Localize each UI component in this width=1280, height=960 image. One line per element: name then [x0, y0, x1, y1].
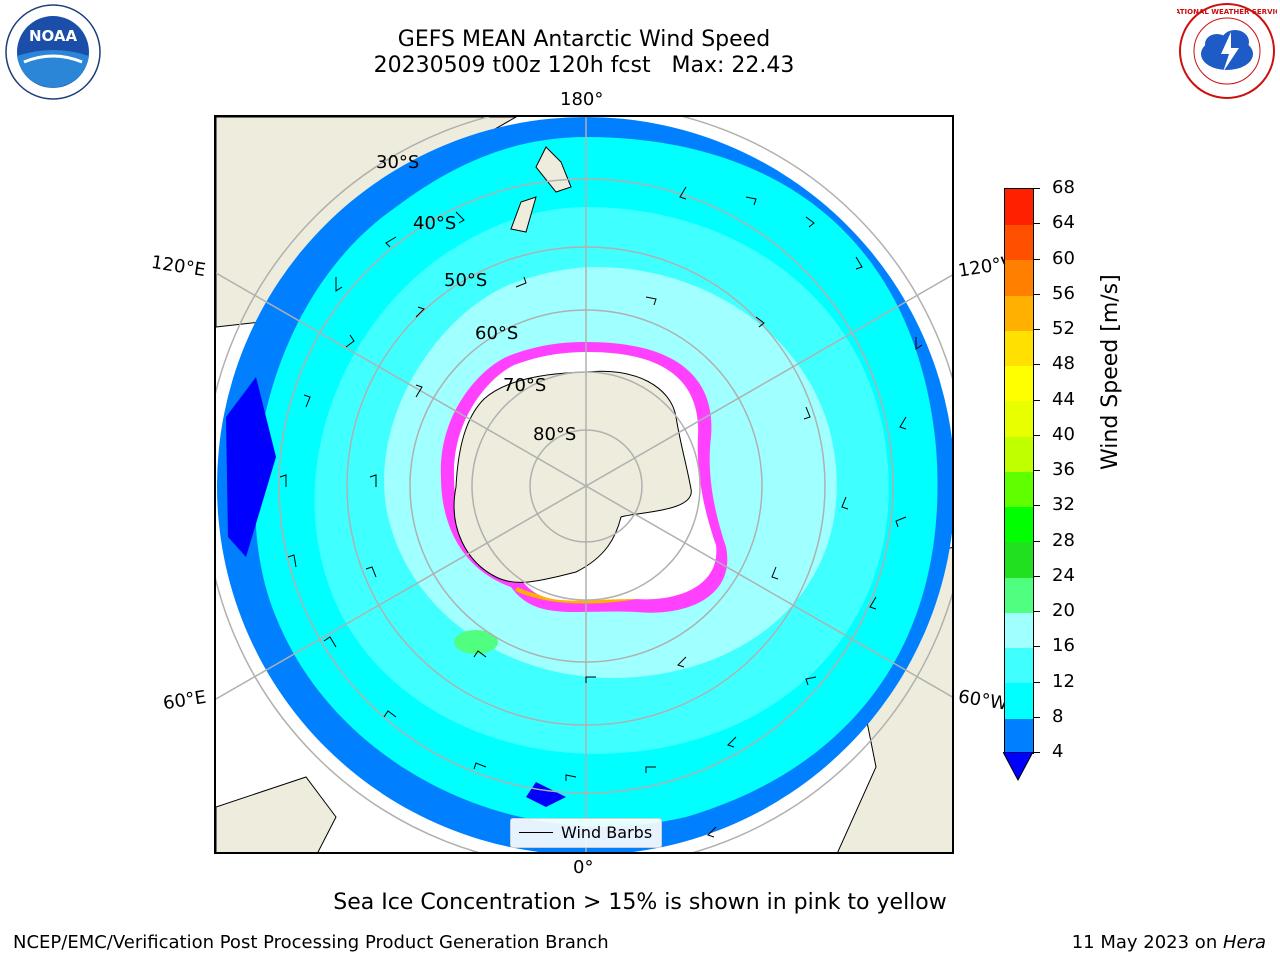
lon-label-bottom: 0°	[573, 857, 594, 878]
map-legend: Wind Barbs	[510, 818, 662, 848]
colorbar-tick-mark	[1034, 364, 1040, 366]
colorbar-tick-label: 44	[1052, 388, 1075, 410]
chart-title: GEFS MEAN Antarctic Wind Speed	[397, 27, 771, 52]
colorbar-under-arrow	[1003, 752, 1033, 782]
colorbar-tick-label: 64	[1052, 212, 1075, 234]
colorbar-tick-mark	[1034, 258, 1040, 260]
colorbar-segment	[1005, 576, 1033, 613]
footer-date-text: 11 May 2023 on	[1071, 932, 1223, 953]
colorbar-segment	[1005, 435, 1033, 472]
colorbar-segment	[1005, 365, 1033, 402]
lat-label-80s: 80°S	[533, 424, 577, 445]
lon-label-top: 180°	[560, 89, 604, 110]
colorbar-title: Wind Speed [m/s]	[1098, 274, 1123, 470]
colorbar-tick-label: 40	[1052, 423, 1075, 445]
legend-line-swatch	[519, 832, 553, 833]
colorbar-segment	[1005, 506, 1033, 543]
colorbar-segment	[1005, 259, 1033, 296]
colorbar-segment	[1005, 682, 1033, 719]
colorbar	[1004, 188, 1034, 754]
nws-logo-text: NATIONAL WEATHER SERVICE	[1177, 8, 1277, 16]
colorbar-tick-label: 12	[1052, 670, 1075, 692]
footer-date: 11 May 2023 on Hera	[1072, 932, 1266, 953]
colorbar-tick-label: 20	[1052, 600, 1075, 621]
colorbar-segment	[1005, 541, 1033, 578]
colorbar-tick-label: 8	[1052, 705, 1064, 727]
caption: Sea Ice Concentration > 15% is shown in …	[333, 890, 947, 915]
lat-label-40s: 40°S	[413, 213, 457, 234]
colorbar-tick-mark	[1034, 329, 1040, 330]
colorbar-tick-mark	[1034, 188, 1040, 189]
colorbar-tick-mark	[1034, 399, 1040, 401]
colorbar-segment	[1005, 189, 1033, 225]
colorbar-segment	[1005, 400, 1033, 437]
colorbar-tick-label: 28	[1052, 529, 1075, 551]
lat-label-60s: 60°S	[475, 323, 519, 344]
nws-logo: NATIONAL WEATHER SERVICE	[1177, 3, 1277, 99]
noaa-logo: NOAA	[5, 4, 101, 100]
africa-land	[216, 776, 337, 852]
colorbar-tick-label: 56	[1052, 282, 1075, 304]
colorbar-tick-mark	[1034, 223, 1040, 225]
colorbar-tick-mark	[1034, 470, 1040, 471]
colorbar-tick-label: 32	[1052, 494, 1075, 516]
lon-label-right-lower: 60°W	[956, 686, 1010, 715]
colorbar-tick-label: 4	[1052, 741, 1064, 762]
colorbar-segment	[1005, 330, 1033, 366]
colorbar-segment	[1005, 612, 1033, 648]
lat-label-70s: 70°S	[503, 375, 547, 396]
colorbar-tick-label: 68	[1052, 177, 1075, 198]
colorbar-tick-label: 24	[1052, 564, 1075, 586]
colorbar-segment	[1005, 647, 1033, 684]
lon-label-left-lower: 60°E	[161, 686, 208, 715]
lat-label-30s: 30°S	[376, 152, 420, 173]
lat-label-50s: 50°S	[444, 270, 488, 291]
antarctica-land	[453, 370, 692, 583]
colorbar-segment	[1005, 717, 1033, 754]
colorbar-tick-mark	[1034, 505, 1040, 507]
colorbar-tick-mark	[1034, 540, 1040, 542]
footer-machine: Hera	[1222, 932, 1266, 953]
colorbar-tick-mark	[1034, 716, 1040, 718]
colorbar-tick-label: 48	[1052, 353, 1075, 375]
colorbar-tick-mark	[1034, 434, 1040, 436]
lon-label-left-upper: 120°E	[149, 251, 208, 282]
colorbar-tick-mark	[1034, 646, 1040, 648]
colorbar-segment	[1005, 294, 1033, 331]
noaa-logo-text: NOAA	[29, 27, 78, 45]
wind-barbs	[279, 186, 923, 838]
colorbar-tick-mark	[1034, 681, 1040, 683]
legend-label: Wind Barbs	[561, 823, 653, 842]
colorbar-tick-label: 60	[1052, 247, 1075, 269]
colorbar-tick-mark	[1034, 752, 1040, 753]
footer-credit: NCEP/EMC/Verification Post Processing Pr…	[13, 932, 609, 953]
new-zealand-land	[510, 146, 572, 233]
graticule	[216, 117, 952, 852]
colorbar-segment	[1005, 471, 1033, 507]
colorbar-tick-mark	[1034, 611, 1040, 612]
colorbar-tick-mark	[1034, 293, 1040, 295]
colorbar-tick-mark	[1034, 575, 1040, 577]
colorbar-segment	[1005, 224, 1033, 261]
colorbar-tick-label: 36	[1052, 459, 1075, 480]
map-svg	[216, 117, 952, 852]
colorbar-tick-label: 16	[1052, 635, 1075, 657]
map-panel	[214, 115, 954, 854]
colorbar-tick-label: 52	[1052, 318, 1075, 339]
wind-band-20-24	[454, 630, 498, 654]
chart-subtitle: 20230509 t00z 120h fcst Max: 22.43	[373, 53, 795, 78]
wind-band-under	[226, 377, 276, 557]
